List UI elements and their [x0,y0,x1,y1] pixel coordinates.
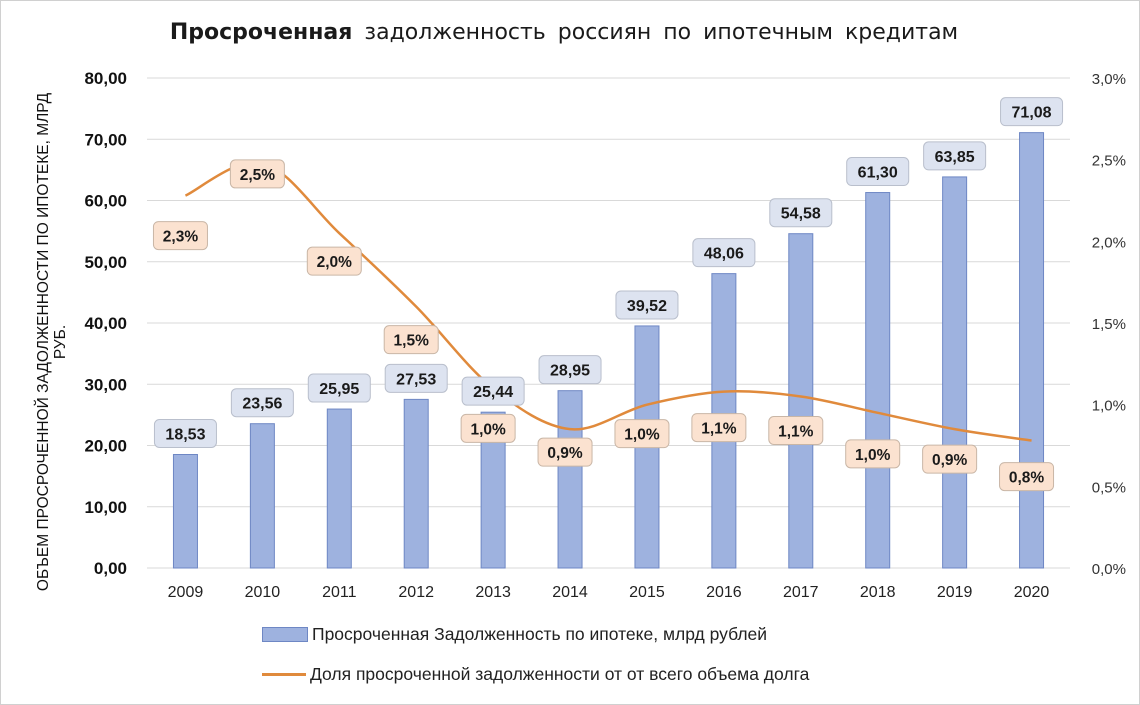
bar [1019,132,1045,569]
line-data-label: 2,3% [163,229,199,246]
line-data-label-box [999,462,1055,492]
x-tick-label: 2018 [860,584,896,601]
bar-data-label: 23,56 [242,396,282,413]
bar [865,192,891,569]
line-data-label: 0,8% [1009,470,1045,487]
x-tick-label: 2010 [245,584,281,601]
x-tick-label: 2014 [552,584,588,601]
x-tick-label: 2012 [398,584,434,601]
y2-tick-label: 3,0% [1092,71,1126,88]
bar-data-label: 28,95 [550,363,590,380]
bar-data-label-box [923,141,987,171]
y-tick-label: 80,00 [84,69,127,88]
bar-data-label-box [153,419,217,449]
y2-tick-label: 1,0% [1092,398,1126,415]
line-data-label-box [152,221,208,251]
line-data-label: 1,0% [855,447,891,464]
bar-data-label: 18,53 [165,427,205,444]
x-tick-label: 2020 [1014,584,1050,601]
y2-tick-label: 0,5% [1092,479,1126,496]
bar-data-label-box [461,376,525,406]
bar-data-label-box [846,157,910,187]
bar-data-label: 39,52 [627,298,667,315]
bar [172,454,198,569]
line-data-label-box [383,325,439,355]
y-tick-label: 30,00 [84,375,127,394]
x-tick-label: 2009 [168,584,204,601]
line-data-label-box [845,439,901,469]
legend-line-label: Доля просроченной задолженности от от вс… [310,664,810,684]
x-tick-label: 2013 [475,584,511,601]
bar [788,233,814,569]
legend-bar-label: Просроченная Задолженность по ипотеке, м… [312,624,768,644]
bar-data-label-box [1000,97,1064,127]
line-data-label: 1,5% [394,333,430,350]
bar-data-label: 27,53 [396,371,436,388]
bar-data-label: 63,85 [935,149,975,166]
bar-data-label: 25,95 [319,381,359,398]
line-data-label-box [537,437,593,467]
line-data-label: 2,5% [240,167,276,184]
bar-data-label-box [692,238,756,268]
chart-title: Просроченная задолженность россиян по ип… [0,20,1128,45]
bar-data-label-box [615,290,679,320]
bar-data-label-box [538,355,602,385]
chart-title-bold: Просроченная [169,20,353,45]
line-data-label-box [306,246,362,276]
series-line [184,160,1032,442]
x-tick-label: 2016 [706,584,742,601]
legend-item-bars: Просроченная Задолженность по ипотеке, м… [262,624,767,645]
legend-line-swatch [262,673,306,676]
y-tick-label: 20,00 [84,437,127,456]
line-data-label: 1,1% [701,421,737,438]
legend-item-line: Доля просроченной задолженности от от вс… [262,664,809,685]
bar-data-label: 48,06 [704,246,744,263]
x-tick-label: 2019 [937,584,973,601]
line-data-label: 0,9% [547,445,583,462]
bar [403,398,429,569]
x-tick-label: 2017 [783,584,819,601]
bar-data-label-box [307,373,371,403]
bar [249,423,275,569]
bar-data-label: 61,30 [858,165,898,182]
y-tick-label: 40,00 [84,314,127,333]
y2-tick-label: 2,5% [1092,153,1126,170]
line-data-label-box [460,413,516,443]
y2-tick-label: 0,0% [1092,561,1126,578]
line-data-label: 1,0% [470,421,506,438]
bar [557,390,583,569]
x-tick-label: 2011 [322,584,357,601]
bar [942,176,968,569]
chart-title-rest: задолженность россиян по ипотечным креди… [364,20,959,45]
y-tick-label: 10,00 [84,498,127,517]
y2-tick-label: 2,0% [1092,234,1126,251]
y-tick-label: 60,00 [84,192,127,211]
line-data-label-box [229,159,285,189]
line-data-label: 1,1% [778,424,814,441]
bar-data-label: 54,58 [781,206,821,223]
y2-tick-label: 1,5% [1092,316,1126,333]
y-tick-label: 70,00 [84,130,127,149]
line-data-label: 0,9% [932,452,968,469]
bar-data-label-box [384,363,448,393]
legend-bar-swatch [262,627,308,642]
line-data-label-box [768,416,824,445]
line-data-label: 1,0% [624,427,660,444]
bar-data-label: 25,44 [473,384,513,401]
line-data-label-box [614,419,670,449]
x-tick-label: 2015 [629,584,665,601]
bar-data-label-box [769,198,833,228]
bar-data-label: 71,08 [1012,105,1052,122]
bar-data-label-box [230,388,294,418]
line-data-label-box [922,444,978,474]
line-data-label-box [691,413,747,443]
y-tick-label: 50,00 [84,253,127,272]
bar [326,408,352,569]
line-data-label: 2,0% [317,254,353,271]
y-tick-label: 0,00 [94,559,127,578]
